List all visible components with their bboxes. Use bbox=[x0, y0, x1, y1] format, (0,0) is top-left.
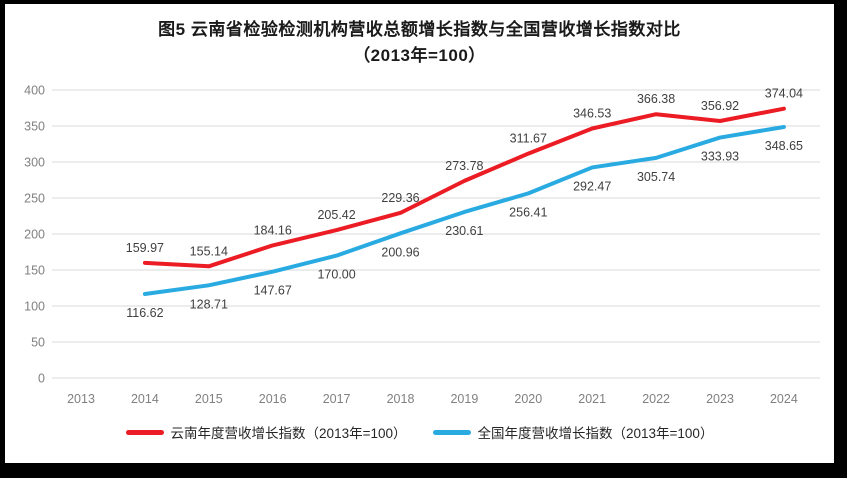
chart-legend: 云南年度营收增长指数（2013年=100） 全国年度营收增长指数（2013年=10… bbox=[5, 422, 834, 442]
data-label-series-0: 273.78 bbox=[445, 159, 483, 173]
data-label-series-1: 230.61 bbox=[445, 224, 483, 238]
x-axis-tick-label: 2016 bbox=[259, 392, 287, 406]
series-line-1 bbox=[142, 124, 786, 297]
series-line-0 bbox=[142, 106, 786, 269]
data-label-series-1: 292.47 bbox=[573, 179, 611, 193]
y-axis-tick-label: 350 bbox=[24, 120, 45, 134]
legend-line-swatch-icon bbox=[125, 429, 164, 435]
x-axis-tick-label: 2017 bbox=[323, 392, 351, 406]
x-axis-tick-label: 2020 bbox=[514, 392, 542, 406]
data-label-series-0: 346.53 bbox=[573, 106, 611, 120]
data-label-series-0: 229.36 bbox=[381, 191, 419, 205]
data-label-series-1: 333.93 bbox=[701, 150, 739, 164]
x-axis-tick-label: 2022 bbox=[642, 392, 670, 406]
data-label-series-0: 155.14 bbox=[190, 244, 228, 258]
data-label-series-0: 205.42 bbox=[317, 208, 355, 222]
data-label-series-0: 356.92 bbox=[701, 99, 739, 113]
legend-item-0: 云南年度营收增长指数（2013年=100） bbox=[125, 422, 407, 442]
data-label-series-1: 116.62 bbox=[126, 306, 163, 320]
x-axis-tick-label: 2018 bbox=[387, 392, 415, 406]
data-label-series-1: 170.00 bbox=[317, 268, 355, 282]
y-axis-tick-label: 400 bbox=[24, 84, 45, 98]
data-label-series-1: 200.96 bbox=[381, 245, 419, 259]
chart-title-line1: 图5 云南省检验检测机构营收总额增长指数与全国营收增长指数对比 bbox=[158, 20, 681, 39]
x-axis-tick-label: 2014 bbox=[131, 392, 159, 406]
y-axis-tick-label: 300 bbox=[24, 156, 45, 170]
y-axis-tick-label: 250 bbox=[24, 192, 45, 206]
x-axis-tick-label: 2021 bbox=[578, 392, 606, 406]
data-label-series-1: 128.71 bbox=[190, 297, 228, 311]
data-label-series-0: 374.04 bbox=[765, 87, 803, 101]
y-axis-tick-label: 50 bbox=[31, 336, 45, 350]
chart-title: 图5 云南省检验检测机构营收总额增长指数与全国营收增长指数对比 （2013年=1… bbox=[5, 4, 834, 68]
y-axis-tick-label: 100 bbox=[24, 300, 45, 314]
chart-title-line2: （2013年=100） bbox=[353, 45, 486, 65]
legend-line-swatch-icon bbox=[432, 429, 471, 435]
y-axis-tick-label: 150 bbox=[24, 264, 45, 278]
legend-label: 全国年度营收增长指数（2013年=100） bbox=[477, 426, 714, 441]
x-axis-tick-label: 2023 bbox=[706, 392, 734, 406]
data-label-series-0: 311.67 bbox=[510, 132, 547, 146]
x-axis-tick-label: 2019 bbox=[450, 392, 478, 406]
x-axis-tick-label: 2013 bbox=[67, 392, 95, 406]
data-label-series-0: 159.97 bbox=[126, 241, 164, 255]
data-label-series-1: 348.65 bbox=[765, 139, 803, 153]
data-label-series-0: 184.16 bbox=[254, 223, 292, 237]
x-axis-tick-label: 2024 bbox=[770, 392, 798, 406]
chart-page: 图5 云南省检验检测机构营收总额增长指数与全国营收增长指数对比 （2013年=1… bbox=[5, 4, 834, 463]
data-label-series-1: 256.41 bbox=[509, 205, 547, 219]
y-axis-tick-label: 0 bbox=[38, 372, 45, 386]
x-axis-tick-label: 2015 bbox=[195, 392, 223, 406]
legend-label: 云南年度营收增长指数（2013年=100） bbox=[170, 426, 407, 441]
legend-item-1: 全国年度营收增长指数（2013年=100） bbox=[432, 422, 714, 442]
line-chart-plot: 0 50 100 150 200 250 300 350 400 2013 2014 2015 2016… bbox=[24, 84, 820, 406]
data-label-series-1: 305.74 bbox=[637, 170, 675, 184]
data-label-series-1: 147.67 bbox=[254, 284, 292, 298]
y-axis-tick-label: 200 bbox=[24, 228, 45, 242]
data-label-series-0: 366.38 bbox=[637, 92, 675, 106]
